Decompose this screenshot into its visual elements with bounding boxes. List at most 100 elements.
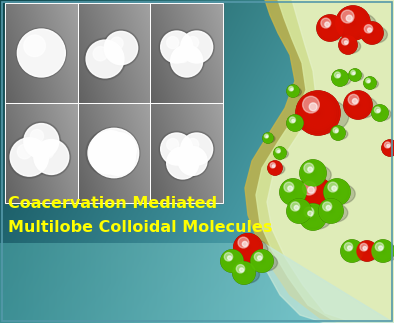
Circle shape xyxy=(280,179,306,205)
Circle shape xyxy=(307,102,329,124)
Circle shape xyxy=(267,137,269,139)
Circle shape xyxy=(40,145,54,159)
Circle shape xyxy=(299,179,331,211)
Circle shape xyxy=(287,115,303,131)
Bar xyxy=(151,3,223,103)
Circle shape xyxy=(167,140,186,159)
Circle shape xyxy=(326,206,336,216)
Circle shape xyxy=(319,199,343,223)
Circle shape xyxy=(309,213,317,221)
Circle shape xyxy=(260,259,264,263)
Circle shape xyxy=(304,208,322,226)
Circle shape xyxy=(159,131,194,167)
Circle shape xyxy=(328,183,346,201)
Circle shape xyxy=(387,145,393,151)
Circle shape xyxy=(335,73,345,83)
Circle shape xyxy=(346,43,350,47)
Circle shape xyxy=(263,133,273,143)
Circle shape xyxy=(383,141,394,155)
Circle shape xyxy=(240,269,249,277)
Circle shape xyxy=(22,33,61,73)
Circle shape xyxy=(271,164,279,172)
Circle shape xyxy=(377,110,383,115)
Circle shape xyxy=(34,140,69,174)
Circle shape xyxy=(341,240,363,262)
Circle shape xyxy=(264,134,272,142)
Circle shape xyxy=(235,235,261,261)
Circle shape xyxy=(351,21,355,25)
Circle shape xyxy=(365,249,369,253)
Circle shape xyxy=(288,186,292,191)
Circle shape xyxy=(323,203,339,219)
Circle shape xyxy=(344,243,360,259)
Circle shape xyxy=(187,37,206,57)
Circle shape xyxy=(325,205,337,217)
Circle shape xyxy=(317,15,343,41)
Circle shape xyxy=(371,32,373,34)
Circle shape xyxy=(105,136,133,164)
Bar xyxy=(78,3,151,103)
Circle shape xyxy=(361,245,373,257)
Circle shape xyxy=(293,205,305,217)
Circle shape xyxy=(238,237,249,248)
Circle shape xyxy=(100,131,138,169)
Circle shape xyxy=(270,163,280,173)
Circle shape xyxy=(161,133,193,165)
Circle shape xyxy=(165,145,200,181)
Circle shape xyxy=(379,112,381,114)
Circle shape xyxy=(372,240,394,262)
Circle shape xyxy=(320,200,342,222)
Circle shape xyxy=(269,162,281,174)
Circle shape xyxy=(277,150,284,157)
Circle shape xyxy=(164,136,190,162)
Circle shape xyxy=(376,245,390,258)
Circle shape xyxy=(305,165,321,181)
Circle shape xyxy=(187,139,199,151)
Circle shape xyxy=(346,92,371,118)
Circle shape xyxy=(337,74,340,77)
Circle shape xyxy=(242,242,254,254)
Circle shape xyxy=(352,99,357,104)
Circle shape xyxy=(348,95,368,115)
Circle shape xyxy=(346,16,360,30)
Circle shape xyxy=(341,38,355,52)
Circle shape xyxy=(240,268,243,272)
Circle shape xyxy=(290,118,300,128)
Circle shape xyxy=(332,70,348,86)
Circle shape xyxy=(234,263,254,283)
Circle shape xyxy=(389,147,391,149)
Circle shape xyxy=(301,181,329,209)
Circle shape xyxy=(12,140,46,174)
Circle shape xyxy=(234,234,262,262)
Circle shape xyxy=(187,140,206,159)
Circle shape xyxy=(290,202,309,221)
Circle shape xyxy=(349,69,361,81)
Circle shape xyxy=(349,97,366,113)
Circle shape xyxy=(334,72,346,84)
Circle shape xyxy=(20,31,63,75)
Circle shape xyxy=(269,162,281,173)
Circle shape xyxy=(357,241,377,261)
Circle shape xyxy=(84,38,126,80)
Circle shape xyxy=(384,141,394,154)
Circle shape xyxy=(366,78,370,83)
Circle shape xyxy=(272,165,278,171)
Circle shape xyxy=(344,91,372,119)
Circle shape xyxy=(335,130,341,136)
Circle shape xyxy=(351,71,359,79)
Circle shape xyxy=(322,202,340,221)
Circle shape xyxy=(266,136,268,138)
Circle shape xyxy=(335,189,340,194)
Polygon shape xyxy=(267,0,394,323)
Circle shape xyxy=(167,36,179,48)
Circle shape xyxy=(171,45,203,77)
Circle shape xyxy=(360,244,374,258)
Polygon shape xyxy=(245,0,394,323)
Circle shape xyxy=(277,150,283,156)
Circle shape xyxy=(268,161,282,175)
Circle shape xyxy=(325,22,329,27)
Circle shape xyxy=(364,77,376,89)
Circle shape xyxy=(29,129,54,153)
Bar xyxy=(151,103,223,203)
Circle shape xyxy=(261,260,263,262)
